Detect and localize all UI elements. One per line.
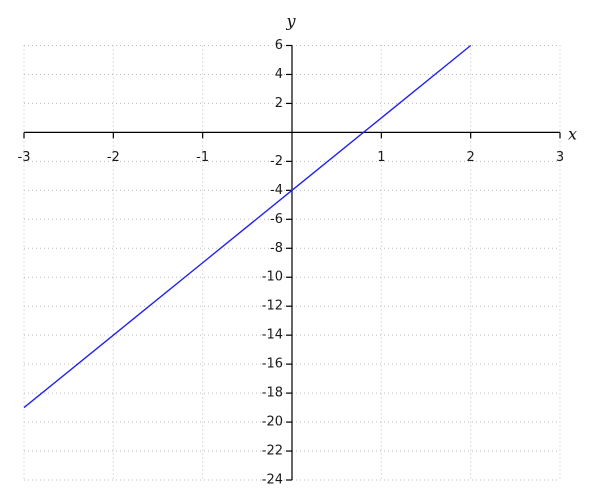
x-tick-label: -2 [107, 150, 120, 165]
y-tick-label: -18 [262, 386, 283, 401]
y-tick-label: -16 [262, 357, 283, 372]
y-tick-label: -12 [262, 299, 283, 314]
x-tick-label: -1 [196, 150, 209, 165]
y-tick-label: -2 [270, 154, 283, 169]
x-tick-label: 3 [556, 150, 564, 165]
y-tick-label: -24 [262, 473, 283, 488]
series [23, 44, 472, 409]
y-axis-label: y [285, 12, 296, 31]
y-tick-label: -14 [262, 328, 283, 343]
y-tick-label: -4 [270, 183, 283, 198]
y-tick-label: -22 [262, 444, 283, 459]
y-tick-label: -8 [270, 241, 283, 256]
x-tick-label: -3 [18, 150, 31, 165]
y-tick-label: 6 [275, 38, 283, 53]
tick-labels: -3 -2 -1 1 2 3 6 4 2 -2 -4 -6 -8 -10 -12 -14 -16 -18 -20 -2… [18, 38, 565, 488]
y-tick-label: 4 [275, 67, 283, 82]
tick-marks [23, 44, 561, 481]
y-tick-label: -20 [262, 415, 283, 430]
y-tick-label: -10 [262, 270, 283, 285]
y-tick-label: -6 [270, 212, 283, 227]
y-tick-label: 2 [275, 96, 283, 111]
function-line [23, 44, 472, 409]
x-axis-label: x [568, 125, 577, 144]
x-tick-label: 1 [377, 150, 385, 165]
x-tick-label: 2 [467, 150, 475, 165]
axes [24, 45, 560, 480]
